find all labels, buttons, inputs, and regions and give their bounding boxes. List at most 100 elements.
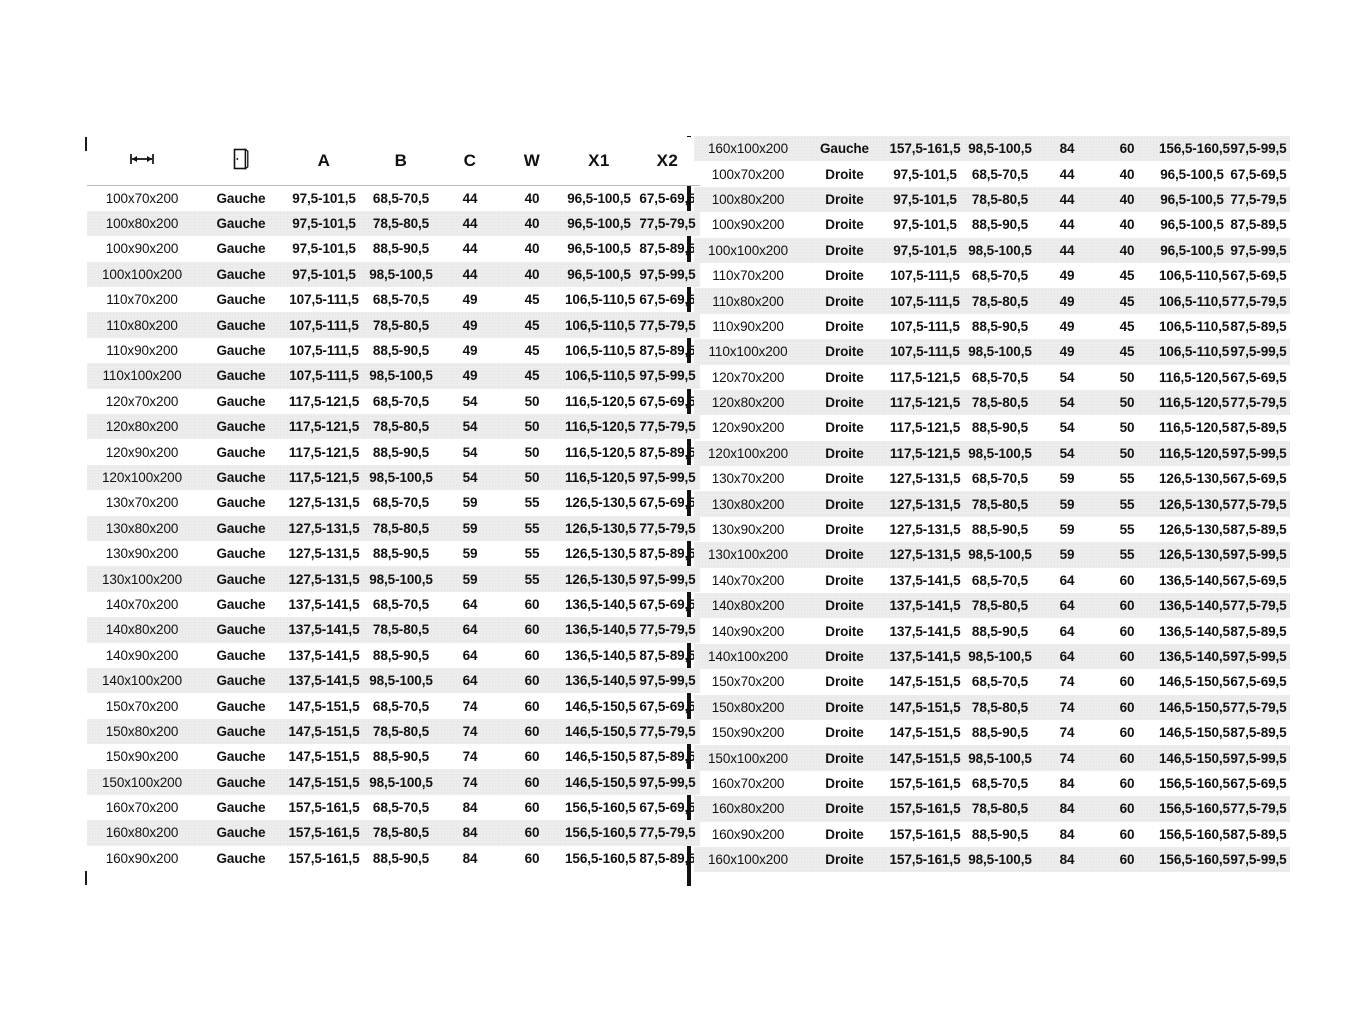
column-header-size [87,137,197,185]
cell-a: 97,5-101,5 [285,261,363,288]
cell-handing: Droite [802,694,887,720]
cell-a: 137,5-141,5 [889,623,961,639]
cell-w: 40 [501,210,563,237]
cell-x1: 106,5-110,5 [565,292,636,308]
cell-a: 147,5-151,5 [288,698,360,714]
cell-handing: Gauche [216,495,266,511]
cell-x2: 87,5-89,5 [639,647,696,663]
cell-c: 64 [1059,572,1075,588]
cell-c: 84 [1059,826,1075,842]
table-row: 100x70x200 Droite 97,5-101,5 68,5-70,5 44 40 9… [694,161,1290,186]
table-divider [687,136,691,886]
cell-b: 98,5-100,5 [963,440,1037,467]
cell-handing: Gauche [197,617,285,643]
cell-c: 64 [439,617,501,643]
cell-w: 50 [1097,389,1157,416]
table-row: 100x100x200 Droite 97,5-101,5 98,5-100,5 44 4… [694,237,1290,263]
table-row: 150x80x200 Gauche 147,5-151,5 78,5-80,5 74 60… [87,718,700,745]
cell-x2: 67,5-69,5 [639,393,696,409]
cell-size: 140x90x200 [105,647,179,663]
cell-size: 110x90x200 [106,343,178,359]
cell-x2: 77,5-79,5 [1227,593,1290,619]
cell-a: 157,5-161,5 [887,796,963,822]
cell-size: 140x80x200 [694,593,802,619]
table-row: 100x90x200 Droite 97,5-101,5 88,5-90,5 44 40 9… [694,212,1290,237]
cell-c: 74 [439,718,501,745]
table-row: 160x90x200 Droite 157,5-161,5 88,5-90,5 84 60… [694,822,1290,847]
cell-a: 137,5-141,5 [288,596,360,612]
cell-x1: 116,5-120,5 [1159,420,1230,436]
cell-handing: Droite [825,268,864,284]
cell-w: 45 [1097,288,1157,314]
cell-size: 160x80x200 [694,796,802,822]
cell-w: 55 [1097,542,1157,568]
cell-w: 55 [1097,491,1157,517]
cell-a: 147,5-151,5 [889,725,961,741]
cell-w: 60 [524,647,540,663]
cell-x2: 87,5-89,5 [639,241,696,257]
cell-handing: Droite [802,593,887,619]
cell-x1: 156,5-160,5 [563,820,636,846]
spec-table-right-panel: 160x100x200 Gauche 157,5-161,5 98,5-100,5 84… [694,136,1290,873]
cell-b: 88,5-90,5 [971,420,1029,436]
cell-handing: Gauche [216,444,266,460]
cell-a: 137,5-141,5 [285,617,363,643]
cell-c: 44 [462,241,478,257]
cell-a: 117,5-121,5 [889,420,961,436]
cell-a: 147,5-151,5 [887,745,963,771]
cell-w: 60 [1097,745,1157,771]
cell-c: 49 [439,363,501,389]
cell-size: 100x80x200 [694,186,802,213]
cell-x2: 67,5-69,5 [639,596,696,612]
cell-b: 68,5-70,5 [372,596,430,612]
cell-b: 88,5-90,5 [372,749,430,765]
column-header-a: A [285,137,363,185]
table-row: 130x90x200 Gauche 127,5-131,5 88,5-90,5 59 55… [87,541,700,566]
cell-c: 84 [1059,775,1075,791]
cell-x1: 116,5-120,5 [565,393,636,409]
cell-size: 100x90x200 [711,217,785,233]
cell-x1: 136,5-140,5 [565,647,636,663]
cell-x2: 77,5-79,5 [1227,491,1290,517]
cell-x2: 77,5-79,5 [635,414,700,440]
cell-x2: 77,5-79,5 [635,210,700,237]
cell-a: 157,5-161,5 [887,846,963,873]
table-row: 120x70x200 Droite 117,5-121,5 68,5-70,5 54 50… [694,365,1290,390]
cell-size: 100x80x200 [87,210,197,237]
cell-b: 68,5-70,5 [971,775,1029,791]
table-row: 140x70x200 Droite 137,5-141,5 68,5-70,5 64 60… [694,568,1290,593]
table-row: 160x100x200 Droite 157,5-161,5 98,5-100,5 84… [694,846,1290,873]
cell-size: 150x80x200 [694,694,802,720]
cell-x1: 96,5-100,5 [563,210,635,237]
table-row: 160x90x200 Gauche 157,5-161,5 88,5-90,5 84 60… [87,846,700,871]
cell-size: 110x100x200 [87,363,197,389]
cell-a: 157,5-161,5 [889,826,961,842]
cell-w: 40 [1097,186,1157,213]
cell-b: 78,5-80,5 [363,312,439,338]
cell-b: 78,5-80,5 [363,210,439,237]
table-row: 130x100x200 Droite 127,5-131,5 98,5-100,5 59… [694,542,1290,568]
cell-size: 100x100x200 [694,237,802,263]
cell-x1: 146,5-150,5 [563,769,636,795]
cell-x2: 87,5-89,5 [639,749,696,765]
cell-a: 157,5-161,5 [889,775,961,791]
cell-x1: 136,5-140,5 [563,667,636,694]
cell-x2: 87,5-89,5 [639,546,696,562]
cell-handing: Gauche [197,363,285,389]
cell-x2: 87,5-89,5 [1230,522,1287,538]
cell-w: 60 [501,667,563,694]
cell-size: 150x100x200 [694,745,802,771]
cell-size: 120x100x200 [694,440,802,467]
cell-x2: 97,5-99,5 [1227,136,1290,162]
cell-x2: 67,5-69,5 [1230,166,1287,182]
table-row: 140x80x200 Droite 137,5-141,5 78,5-80,5 64 60… [694,593,1290,619]
cell-c: 44 [1059,166,1075,182]
cell-handing: Gauche [216,647,266,663]
cell-w: 45 [524,292,540,308]
cell-b: 68,5-70,5 [372,698,430,714]
cell-size: 110x100x200 [694,339,802,365]
cell-handing: Droite [825,522,864,538]
column-header-c: C [439,137,501,185]
cell-a: 157,5-161,5 [285,820,363,846]
cell-a: 137,5-141,5 [288,647,360,663]
